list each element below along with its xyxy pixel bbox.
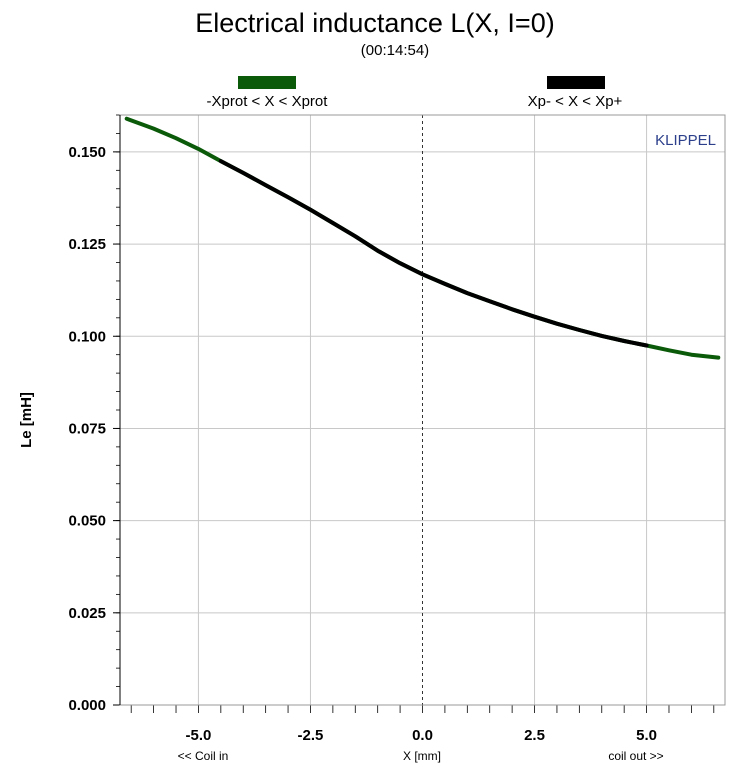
chart-subtitle: (00:14:54) xyxy=(360,42,430,59)
tick-labels: 0.000 0.025 0.050 0.075 0.100 0.125 0.150 -5.0 -… xyxy=(68,144,657,744)
y-tick-label: 0.000 xyxy=(68,697,106,714)
grid-lines xyxy=(120,115,725,706)
x-tick-label: 0.0 xyxy=(412,727,433,744)
y-tick-label: 0.050 xyxy=(68,513,106,530)
x-axis-label: X [mm] xyxy=(403,749,441,763)
series-line-black xyxy=(218,159,649,348)
y-tick-label: 0.100 xyxy=(68,328,106,345)
klippel-watermark: KLIPPEL xyxy=(655,132,716,149)
legend-swatch-black xyxy=(547,76,605,89)
y-tick-label: 0.025 xyxy=(68,605,106,622)
series-lines xyxy=(124,116,721,360)
x-axis-left-note: << Coil in xyxy=(178,749,229,763)
legend-label-green: -Xprot < X < Xprot xyxy=(207,93,329,110)
legend-swatch-green xyxy=(238,76,296,89)
axes xyxy=(113,114,726,713)
legend-label-black: Xp- < X < Xp+ xyxy=(528,93,623,110)
y-tick-label: 0.150 xyxy=(68,144,106,161)
y-tick-label: 0.125 xyxy=(68,236,106,253)
y-axis-label: Le [mH] xyxy=(18,392,35,448)
chart-title: Electrical inductance L(X, I=0) xyxy=(195,8,555,38)
x-tick-label: 5.0 xyxy=(636,727,657,744)
x-axis-right-note: coil out >> xyxy=(608,749,663,763)
x-tick-label: -2.5 xyxy=(298,727,324,744)
y-tick-label: 0.075 xyxy=(68,420,106,437)
x-tick-label: -5.0 xyxy=(185,727,211,744)
x-tick-label: 2.5 xyxy=(524,727,545,744)
